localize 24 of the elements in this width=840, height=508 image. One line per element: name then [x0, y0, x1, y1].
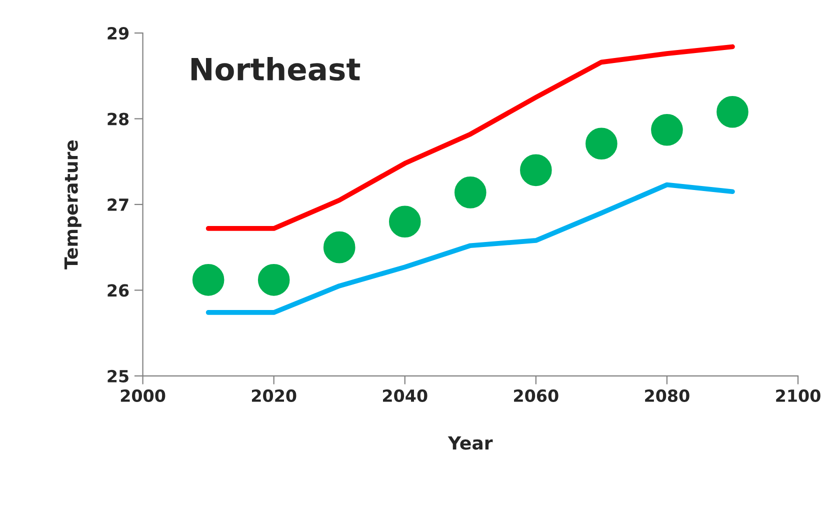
- x-axis-title: Year: [448, 436, 493, 450]
- point: [651, 114, 683, 146]
- y-tick-label: 26: [108, 284, 129, 297]
- line-series: [206, 182, 735, 315]
- x-tick-label: 2060: [514, 389, 558, 402]
- y-tick-label: 29: [108, 26, 129, 40]
- point: [454, 176, 486, 208]
- point: [388, 206, 421, 238]
- x-tick-label: 2040: [383, 389, 428, 402]
- point: [716, 96, 748, 128]
- x-tick-label: 2020: [252, 389, 296, 402]
- x-tick-label: 2080: [645, 389, 690, 402]
- point: [586, 128, 618, 160]
- text: Northeast: [191, 57, 360, 81]
- point: [192, 264, 224, 296]
- x-tick-label: 2000: [120, 389, 166, 402]
- y-tick-label: 25: [108, 370, 128, 382]
- point: [258, 264, 290, 296]
- x-tick-label: 2100: [776, 389, 820, 402]
- y-tick-label: 28: [108, 112, 129, 126]
- y-axis-title: Temperature: [64, 140, 82, 270]
- point: [323, 231, 356, 264]
- y-tick-label: 27: [108, 198, 128, 211]
- point: [520, 154, 552, 186]
